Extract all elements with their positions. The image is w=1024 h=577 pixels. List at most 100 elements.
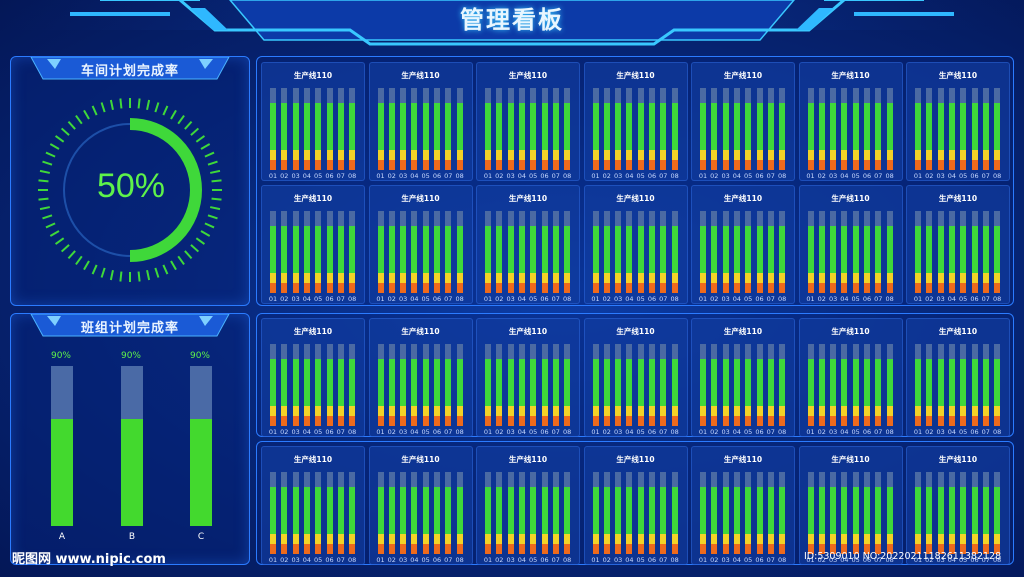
bar-x-label: 06 bbox=[540, 172, 549, 180]
bar-segment bbox=[915, 102, 921, 150]
line-bar bbox=[960, 88, 967, 170]
bar-x-label: 06 bbox=[755, 295, 764, 303]
bar-x-label: 06 bbox=[540, 428, 549, 436]
bar-segment bbox=[700, 225, 706, 273]
bar-x-label: 02 bbox=[817, 295, 826, 303]
bar-x-label: 01 bbox=[376, 556, 385, 564]
bar-segment bbox=[530, 533, 537, 545]
line-bar bbox=[496, 472, 503, 554]
bar-segment bbox=[518, 102, 525, 150]
bar-segment bbox=[926, 416, 933, 426]
line-bar bbox=[745, 344, 752, 426]
bar-x-label: 02 bbox=[710, 295, 719, 303]
bar-x-label: 06 bbox=[647, 172, 657, 180]
line-bar bbox=[411, 88, 418, 170]
line-title: 生产线110 bbox=[293, 455, 333, 464]
bar-segment bbox=[270, 486, 276, 534]
line-bar bbox=[745, 211, 752, 293]
line-bars bbox=[377, 211, 466, 293]
bar-x-label: 02 bbox=[280, 295, 289, 303]
bar-segment bbox=[434, 416, 440, 426]
line-bar bbox=[649, 472, 655, 554]
bar-segment bbox=[982, 358, 989, 406]
bar-segment bbox=[948, 149, 955, 161]
bar-segment bbox=[852, 102, 859, 150]
bar-segment bbox=[971, 149, 978, 161]
bar-x-label: 01 bbox=[591, 556, 600, 564]
bar-segment bbox=[326, 149, 333, 161]
bar-segment bbox=[733, 358, 740, 406]
bar-segment bbox=[852, 544, 859, 554]
bar-segment bbox=[971, 225, 978, 273]
bar-segment bbox=[660, 533, 667, 545]
line-bar bbox=[507, 344, 514, 426]
bar-x-label: 07 bbox=[444, 172, 453, 180]
line-bar bbox=[507, 472, 514, 554]
line-bar bbox=[434, 472, 440, 554]
bar-segment bbox=[485, 358, 491, 406]
bar-segment bbox=[400, 272, 407, 284]
bar-segment bbox=[564, 416, 571, 426]
line-bar bbox=[349, 88, 356, 170]
production-line-card: 生产线110 01 02 03 04 05 06 07 08 bbox=[368, 62, 473, 181]
bar-x-label: 08 bbox=[670, 556, 679, 564]
line-bar bbox=[270, 472, 276, 554]
team-a-label: A bbox=[58, 532, 66, 542]
bar-segment bbox=[303, 358, 310, 406]
production-line-card: 生产线110 01 02 03 04 05 06 07 08 bbox=[476, 62, 580, 181]
bar-segment bbox=[507, 283, 514, 293]
line-bar bbox=[722, 88, 729, 170]
gauge-tick bbox=[177, 255, 185, 266]
bar-segment bbox=[700, 486, 706, 534]
bar-segment bbox=[411, 416, 418, 426]
gauge-tick bbox=[211, 197, 222, 201]
bar-segment bbox=[541, 416, 548, 426]
bar-x-label: 03 bbox=[936, 172, 945, 180]
bar-segment bbox=[875, 416, 882, 426]
bar-segment bbox=[400, 160, 407, 170]
bar-segment bbox=[377, 272, 384, 284]
bar-segment bbox=[281, 416, 288, 426]
line-bar bbox=[377, 344, 384, 426]
bar-x-label: 04 bbox=[302, 428, 312, 436]
line-bar bbox=[864, 344, 870, 426]
bar-segment bbox=[779, 358, 786, 406]
bar-segment bbox=[971, 486, 978, 534]
line-bar bbox=[852, 211, 859, 293]
bar-segment bbox=[518, 358, 525, 406]
team-a-fill bbox=[51, 418, 73, 526]
bar-x-label: 04 bbox=[840, 295, 849, 303]
bar-segment bbox=[960, 225, 967, 273]
line-bar bbox=[315, 344, 322, 426]
gauge-tick bbox=[38, 179, 49, 183]
bar-segment bbox=[434, 358, 440, 406]
workshop-completion-panel: 车间计划完成率 50% bbox=[10, 56, 250, 306]
bar-segment bbox=[971, 405, 978, 417]
header-frame bbox=[0, 0, 1024, 46]
bar-segment bbox=[456, 272, 463, 284]
bar-segment bbox=[485, 416, 491, 426]
line-bar bbox=[830, 211, 837, 293]
bar-segment bbox=[875, 160, 882, 170]
bar-segment bbox=[337, 149, 344, 161]
bar-segment bbox=[671, 486, 678, 534]
line-bar bbox=[388, 211, 395, 293]
line-bar bbox=[841, 88, 848, 170]
gauge-tick bbox=[39, 206, 50, 211]
bar-segment bbox=[841, 160, 848, 170]
bar-segment bbox=[660, 102, 667, 150]
bar-segment bbox=[388, 416, 395, 426]
bar-segment bbox=[830, 272, 837, 284]
gauge-tick bbox=[190, 127, 200, 136]
bar-segment bbox=[422, 486, 429, 534]
line-bar bbox=[422, 88, 429, 170]
line-bar bbox=[711, 211, 718, 293]
bar-segment bbox=[530, 416, 537, 426]
bar-segment bbox=[541, 358, 548, 406]
bar-segment bbox=[456, 149, 463, 161]
line-bar bbox=[592, 344, 599, 426]
gauge-tick bbox=[177, 114, 185, 125]
watermark-site: 昵图网 www.nipic.com bbox=[12, 552, 166, 567]
bar-segment bbox=[530, 160, 537, 170]
bar-segment bbox=[592, 416, 599, 426]
